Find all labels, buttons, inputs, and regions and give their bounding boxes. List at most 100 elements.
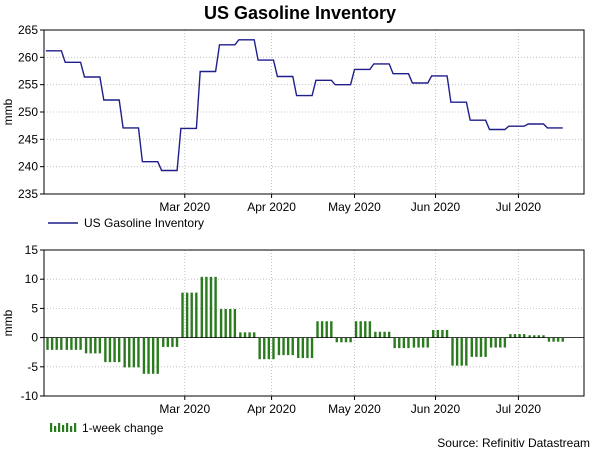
bottom-legend-swatch	[74, 423, 77, 432]
bar-stripe	[98, 337, 102, 354]
bot-xtick-label: Jun 2020	[411, 402, 461, 416]
bar-stripe	[402, 337, 406, 349]
chart-title: US Gasoline Inventory	[204, 3, 396, 23]
bar-stripe	[239, 332, 242, 338]
line-point	[458, 101, 460, 103]
bar-stripe	[190, 292, 193, 338]
top-x-axis: Mar 2020 Apr 2020 May 2020 Jun 2020 Jul 2020	[159, 194, 541, 214]
bar-stripe	[378, 331, 382, 338]
series-line-gasoline-inventory	[45, 39, 563, 172]
bar-stripe	[89, 337, 92, 354]
top-y-axis: 235 240 245 250 255 260 265	[18, 23, 44, 201]
bar-stripe	[156, 337, 159, 374]
bar-week	[393, 337, 410, 349]
bar-stripe	[320, 321, 324, 338]
line-point	[110, 99, 113, 101]
bar-stripe	[123, 337, 126, 368]
line-point	[265, 59, 267, 61]
bar-week	[470, 337, 487, 357]
top-legend: US Gasoline Inventory	[48, 216, 204, 230]
bar-stripe	[479, 337, 483, 357]
bar-week	[200, 276, 217, 338]
bar-stripe	[151, 337, 155, 374]
top-ytick-label: 260	[18, 50, 38, 64]
bar-stripe	[297, 337, 300, 359]
bar-stripe	[330, 321, 333, 338]
bar-stripe	[494, 337, 497, 348]
top-xtick-label: Apr 2020	[247, 200, 296, 214]
bar-stripe	[60, 337, 63, 350]
bar-stripe	[291, 337, 294, 356]
bar-stripe	[55, 337, 58, 350]
bar-stripe	[335, 337, 338, 343]
bar-stripe	[349, 337, 352, 343]
top-ytick-label: 240	[18, 160, 38, 174]
line-point	[284, 75, 286, 78]
bar-week	[316, 321, 333, 338]
bottom-legend-label: 1-week change	[82, 421, 164, 435]
bar-week	[46, 337, 63, 350]
bar-stripe	[426, 337, 429, 348]
bar-stripe	[132, 337, 136, 368]
bar-week	[104, 337, 121, 363]
bar-stripe	[84, 337, 88, 354]
line-point	[72, 61, 74, 63]
line-point	[323, 79, 325, 81]
top-gridlines	[44, 30, 584, 194]
bar-stripe	[325, 321, 328, 338]
bar-stripe	[224, 308, 227, 338]
bar-stripe	[267, 337, 271, 360]
bot-xtick-label: May 2020	[328, 402, 381, 416]
top-xtick-label: May 2020	[328, 200, 381, 214]
bar-week	[451, 337, 468, 366]
top-xtick-label: Jul 2020	[496, 200, 542, 214]
bar-stripe	[354, 321, 358, 338]
bar-stripe	[552, 337, 555, 342]
bottom-legend-swatch	[50, 423, 53, 432]
bar-stripe	[475, 337, 478, 357]
bar-stripe	[175, 337, 179, 347]
top-ytick-label: 265	[18, 23, 38, 37]
bar-stripe	[243, 332, 247, 338]
bottom-legend-swatch	[70, 426, 73, 432]
line-point	[303, 95, 305, 97]
bar-stripe	[528, 335, 531, 338]
line-point	[342, 84, 344, 86]
bar-stripe	[181, 292, 184, 338]
bar-stripe	[46, 337, 49, 350]
bar-stripe	[50, 337, 54, 350]
top-y-axis-label: mmb	[1, 98, 15, 125]
line-point	[207, 70, 209, 73]
bot-ytick-label: -10	[21, 389, 39, 403]
bar-stripe	[503, 337, 507, 348]
bar-stripe	[522, 334, 526, 338]
bar-stripe	[214, 276, 217, 338]
bot-ytick-label: 0	[31, 331, 38, 345]
bar-week	[432, 330, 449, 338]
bar-stripe	[113, 337, 116, 363]
bar-week	[65, 337, 82, 350]
bar-stripe	[368, 321, 372, 338]
bar-stripe	[263, 337, 266, 360]
bar-week	[84, 337, 102, 354]
bottom-legend-swatch	[66, 423, 69, 432]
bar-stripe	[185, 292, 189, 338]
bar-stripe	[470, 337, 473, 357]
bar-stripe	[509, 334, 512, 338]
bar-stripe	[436, 330, 440, 338]
bar-stripe	[229, 308, 232, 338]
bar-stripe	[518, 334, 521, 338]
bar-week	[509, 334, 526, 338]
bar-week	[219, 308, 237, 338]
bar-week	[335, 337, 352, 343]
bar-stripe	[128, 337, 131, 368]
bar-stripe	[166, 337, 170, 347]
bottom-series	[44, 276, 584, 374]
line-point	[245, 39, 248, 41]
bar-stripe	[195, 292, 198, 338]
line-point	[419, 82, 421, 84]
bottom-y-axis-label: mmb	[1, 309, 15, 336]
line-point	[477, 119, 479, 121]
bar-stripe	[137, 337, 140, 368]
